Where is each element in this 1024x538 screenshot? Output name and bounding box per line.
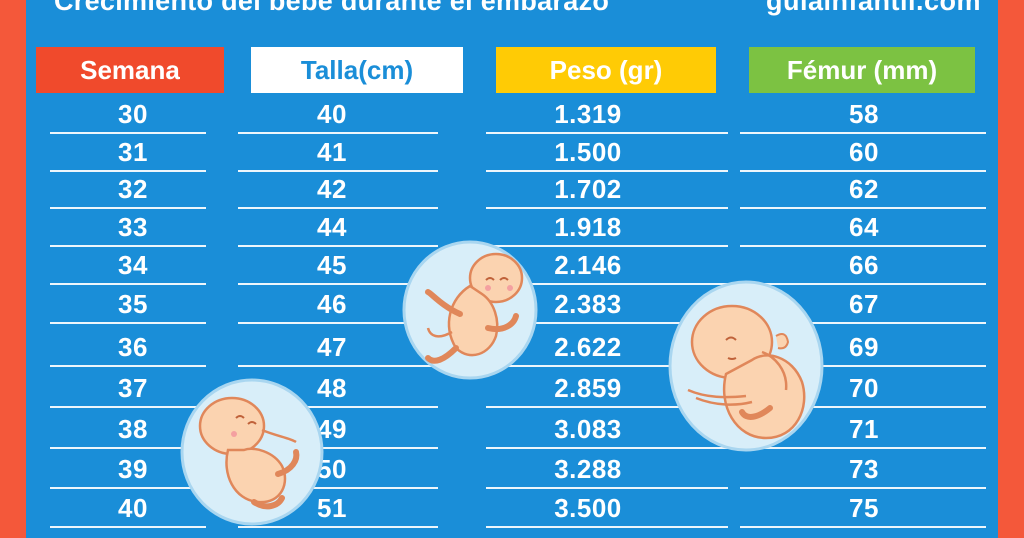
cell-talla: 48 [317, 373, 347, 403]
row-divider [486, 207, 728, 209]
cell-semana: 38 [118, 414, 148, 444]
cell-talla: 51 [317, 493, 347, 523]
row-divider [740, 365, 986, 367]
row-divider [486, 132, 728, 134]
fetus-illustration-small [402, 240, 538, 380]
row-divider [740, 245, 986, 247]
row-divider [238, 132, 438, 134]
column-header-peso: Peso (gr) [496, 47, 716, 93]
cell-peso: 2.383 [554, 289, 622, 319]
row-divider [238, 365, 438, 367]
row-divider [740, 526, 986, 528]
row-divider [50, 526, 206, 528]
row-divider [50, 245, 206, 247]
cell-femur: 60 [849, 137, 879, 167]
row-divider [740, 170, 986, 172]
row-divider [740, 322, 986, 324]
cell-peso: 1.500 [554, 137, 622, 167]
cell-talla: 46 [317, 289, 347, 319]
column-header-talla: Talla(cm) [251, 47, 463, 93]
column-header-femur: Fémur (mm) [749, 47, 975, 93]
row-divider [740, 487, 986, 489]
cell-peso: 3.083 [554, 414, 622, 444]
cell-femur: 73 [849, 454, 879, 484]
cell-semana: 30 [118, 99, 148, 129]
cell-semana: 36 [118, 332, 148, 362]
row-divider [740, 132, 986, 134]
cell-peso: 3.500 [554, 493, 622, 523]
cell-femur: 64 [849, 212, 879, 242]
row-divider [50, 447, 206, 449]
row-divider [486, 447, 728, 449]
cell-peso: 1.319 [554, 99, 622, 129]
row-divider [486, 526, 728, 528]
row-divider [486, 487, 728, 489]
row-divider [50, 406, 206, 408]
row-divider [238, 487, 438, 489]
row-divider [50, 132, 206, 134]
cell-semana: 35 [118, 289, 148, 319]
fetus-illustration-large [668, 280, 824, 452]
row-divider [50, 170, 206, 172]
row-divider [486, 283, 728, 285]
row-divider [50, 487, 206, 489]
cell-peso: 2.146 [554, 250, 622, 280]
cell-semana: 34 [118, 250, 148, 280]
row-divider [740, 207, 986, 209]
cell-semana: 40 [118, 493, 148, 523]
cell-peso: 2.859 [554, 373, 622, 403]
chart-title: Crecimiento del bebé durante el embarazo [54, 0, 610, 16]
row-divider [238, 170, 438, 172]
row-divider [486, 406, 728, 408]
growth-chart-board: Crecimiento del bebé durante el embarazo… [26, 0, 998, 538]
row-divider [486, 170, 728, 172]
site-name: guiainfantil.com [766, 0, 982, 16]
cell-femur: 58 [849, 99, 879, 129]
row-divider [50, 207, 206, 209]
row-divider [486, 245, 728, 247]
row-divider [238, 447, 438, 449]
cell-femur: 70 [849, 373, 879, 403]
cell-peso: 3.288 [554, 454, 622, 484]
row-divider [740, 447, 986, 449]
row-divider [50, 365, 206, 367]
row-divider [238, 322, 438, 324]
cell-femur: 66 [849, 250, 879, 280]
row-divider [740, 406, 986, 408]
cell-femur: 75 [849, 493, 879, 523]
row-divider [238, 283, 438, 285]
row-divider [238, 406, 438, 408]
cell-talla: 42 [317, 174, 347, 204]
cell-semana: 37 [118, 373, 148, 403]
cell-semana: 33 [118, 212, 148, 242]
row-divider [486, 322, 728, 324]
cell-peso: 1.918 [554, 212, 622, 242]
cell-semana: 31 [118, 137, 148, 167]
row-divider [740, 283, 986, 285]
row-divider [486, 365, 728, 367]
cell-peso: 2.622 [554, 332, 622, 362]
row-divider [238, 245, 438, 247]
cell-talla: 41 [317, 137, 347, 167]
cell-semana: 32 [118, 174, 148, 204]
cell-femur: 71 [849, 414, 879, 444]
cell-semana: 39 [118, 454, 148, 484]
row-divider [50, 283, 206, 285]
fetus-illustration-bottom [180, 378, 324, 526]
cell-femur: 69 [849, 332, 879, 362]
cell-talla: 45 [317, 250, 347, 280]
row-divider [238, 207, 438, 209]
cell-talla: 44 [317, 212, 347, 242]
row-divider [238, 526, 438, 528]
cell-femur: 67 [849, 289, 879, 319]
cell-talla: 47 [317, 332, 347, 362]
cell-peso: 1.702 [554, 174, 622, 204]
row-divider [50, 322, 206, 324]
cell-femur: 62 [849, 174, 879, 204]
column-header-semana: Semana [36, 47, 224, 93]
cell-talla: 40 [317, 99, 347, 129]
